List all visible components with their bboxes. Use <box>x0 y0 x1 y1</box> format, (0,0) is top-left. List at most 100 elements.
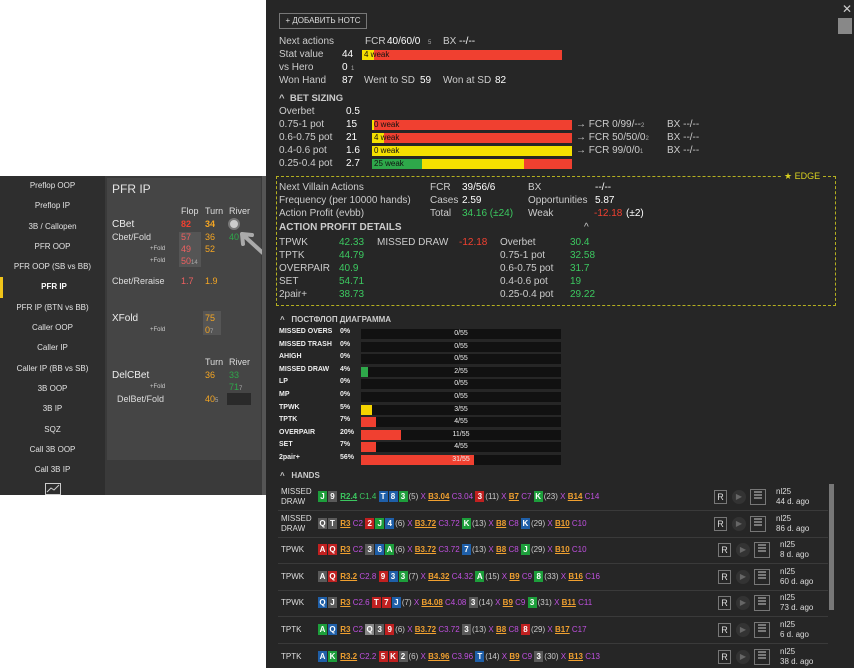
hand-row[interactable]: MISSED DRAW J 9 R2.4 C1.4 T 8 3 (5) X B3.04 C… <box>278 484 828 511</box>
playing-card: 2 <box>365 517 375 529</box>
cbet-fold-river[interactable]: 40 <box>229 232 240 242</box>
xfold-turn[interactable]: 75 <box>205 313 216 323</box>
menu-lines-icon[interactable] <box>754 622 770 638</box>
postflop-label: MP <box>279 391 290 398</box>
fold1-flop[interactable]: 49 <box>181 244 192 254</box>
hand-action: R3 <box>340 518 351 528</box>
menu-lines-icon[interactable] <box>754 648 770 665</box>
playing-card: 2 <box>398 650 408 662</box>
hand-bet: B3.96 <box>428 651 450 661</box>
clock-icon[interactable] <box>228 218 240 230</box>
nav-item[interactable]: PFR IP (BTN vs BB) <box>16 302 89 312</box>
replay-r-button[interactable]: R <box>714 490 727 504</box>
cbet-fold-turn[interactable]: 36 <box>205 232 216 242</box>
line-chart-icon[interactable] <box>0 482 105 500</box>
sizing-fcr: → FCR 99/0/01 <box>576 145 643 158</box>
hand-row[interactable]: MISSED DRAW Q T R3 C2 2 J 4 (6) X B3.72 C3.72… <box>278 511 828 538</box>
hand-row[interactable]: TPTK A K R3.2 C2.2 5 K 2 (6) X B3.96 C3.96 T(… <box>278 644 828 668</box>
replay-r-button[interactable]: R <box>718 649 731 664</box>
postflop-bar: 4/55 <box>361 442 561 453</box>
close-icon[interactable]: ✕ <box>842 2 853 16</box>
replay-r-button[interactable]: R <box>718 543 731 558</box>
nav-item[interactable]: PFR OOP <box>34 241 71 251</box>
postflop-pct: 7% <box>340 441 351 449</box>
replay-r-button[interactable]: R <box>714 516 727 531</box>
hand-row[interactable]: TPTK A Q R3 C2 Q 3 9 (6) X B3.72 C3.72 3 (13) … <box>278 617 828 644</box>
menu-lines-icon[interactable] <box>750 489 766 505</box>
cbet-fold-flop[interactable]: 57 <box>181 232 192 242</box>
postflop-header[interactable]: ^ ПОСТФЛОП ДИАГРАММА <box>280 315 391 324</box>
card-group: T <box>475 650 485 662</box>
menu-lines-icon[interactable] <box>750 515 766 532</box>
hand-call: C2 <box>352 518 363 528</box>
fold2-flop[interactable]: 5014 <box>181 256 198 266</box>
play-icon[interactable]: ▶ <box>736 569 750 584</box>
nav-item[interactable]: PFR IP <box>0 277 105 298</box>
play-icon[interactable]: ▶ <box>732 490 746 504</box>
total-value: 34.16 (±24) <box>462 208 514 219</box>
chevron-up-icon: ^ <box>279 93 290 104</box>
delbet-fold-turn[interactable]: 405 <box>205 394 218 404</box>
hands-header[interactable]: ^ HANDS <box>280 471 320 480</box>
playing-card: 3 <box>475 491 485 502</box>
play-icon[interactable]: ▶ <box>736 623 750 637</box>
opp-value: 5.87 <box>595 195 615 206</box>
hands-scrollbar[interactable] <box>829 484 834 610</box>
hand-count: (6) <box>408 651 419 661</box>
detail-value: 29.22 <box>570 289 596 300</box>
fold1-turn[interactable]: 52 <box>205 244 216 254</box>
nav-item[interactable]: 3B / Callopen <box>28 221 77 231</box>
xfold-fold-turn[interactable]: 07 <box>205 325 213 335</box>
chevron-up-icon[interactable]: ^ <box>584 222 589 233</box>
nav-item[interactable]: Call 3B OOP <box>29 444 76 454</box>
cbet-reraise-turn[interactable]: 1.9 <box>205 276 218 286</box>
play-icon[interactable]: ▶ <box>736 649 750 664</box>
menu-lines-icon[interactable] <box>754 568 770 585</box>
replay-r-button[interactable]: R <box>718 623 731 637</box>
detail-label: MISSED DRAW <box>377 237 449 248</box>
bet-sizing-header[interactable]: ^ BET SIZING <box>279 93 343 104</box>
hand-bet: B9 <box>509 571 520 581</box>
add-notes-button[interactable]: + ДОБАВИТЬ НОТС <box>279 13 367 29</box>
replay-r-button[interactable]: R <box>718 596 731 611</box>
play-icon[interactable]: ▶ <box>736 543 750 558</box>
nav-item[interactable]: Preflop OOP <box>29 181 76 190</box>
delcbet-river[interactable]: 33 <box>229 370 240 380</box>
card-group: 3 <box>461 624 472 635</box>
stat-value-label: Stat value <box>279 49 324 60</box>
nav-item[interactable]: SQZ <box>44 424 61 434</box>
play-icon[interactable]: ▶ <box>736 596 750 611</box>
hand-row[interactable]: TPWK Q J R3 C2.6 T 7 J (7) X B4.08 C4.08 3 (14… <box>278 590 828 618</box>
play-icon[interactable]: ▶ <box>732 516 746 531</box>
nav-item[interactable]: 3B IP <box>42 404 63 414</box>
cbet-turn[interactable]: 34 <box>205 219 216 229</box>
nav-item[interactable]: 3B OOP <box>37 383 68 393</box>
delcbet-fold-river[interactable]: 717 <box>229 382 242 392</box>
hand-bet: B3.72 <box>414 625 437 634</box>
hand-stake: nl25 <box>776 513 792 523</box>
menu-lines-icon[interactable] <box>754 595 770 612</box>
cbet-reraise-label: Cbet/Reraise <box>112 276 165 286</box>
nav-item[interactable]: Preflop IP <box>34 201 71 211</box>
nav-item[interactable]: PFR OOP (SB vs BB) <box>13 262 92 272</box>
nav-item[interactable]: Caller OOP <box>32 323 73 333</box>
left-scrollbar[interactable] <box>262 176 266 495</box>
nav-item[interactable]: Caller IP (BB vs SB) <box>16 363 89 373</box>
postflop-bar-fill <box>361 404 372 415</box>
replay-r-button[interactable]: R <box>718 569 731 584</box>
hand-row[interactable]: TPWK A Q R3 C2 3 6 A (6) X B3.72 C3.72 7 (13) … <box>278 537 828 565</box>
nav-item[interactable]: Call 3B IP <box>34 465 71 475</box>
nav-item[interactable]: Caller IP <box>37 343 68 353</box>
cbet-flop[interactable]: 82 <box>181 219 192 229</box>
cbet-reraise-flop[interactable]: 1.7 <box>181 276 194 286</box>
delcbet-turn[interactable]: 36 <box>205 370 216 380</box>
pin-icon[interactable] <box>838 18 852 34</box>
postflop-bar-fill <box>361 455 474 465</box>
menu-lines-icon[interactable] <box>754 542 770 559</box>
hand-type: TPTK <box>281 651 302 661</box>
hand-row[interactable]: TPWK A Q R3.2 C2.8 9 3 3 (7) X B4.32 C4.32 A(… <box>278 564 828 591</box>
